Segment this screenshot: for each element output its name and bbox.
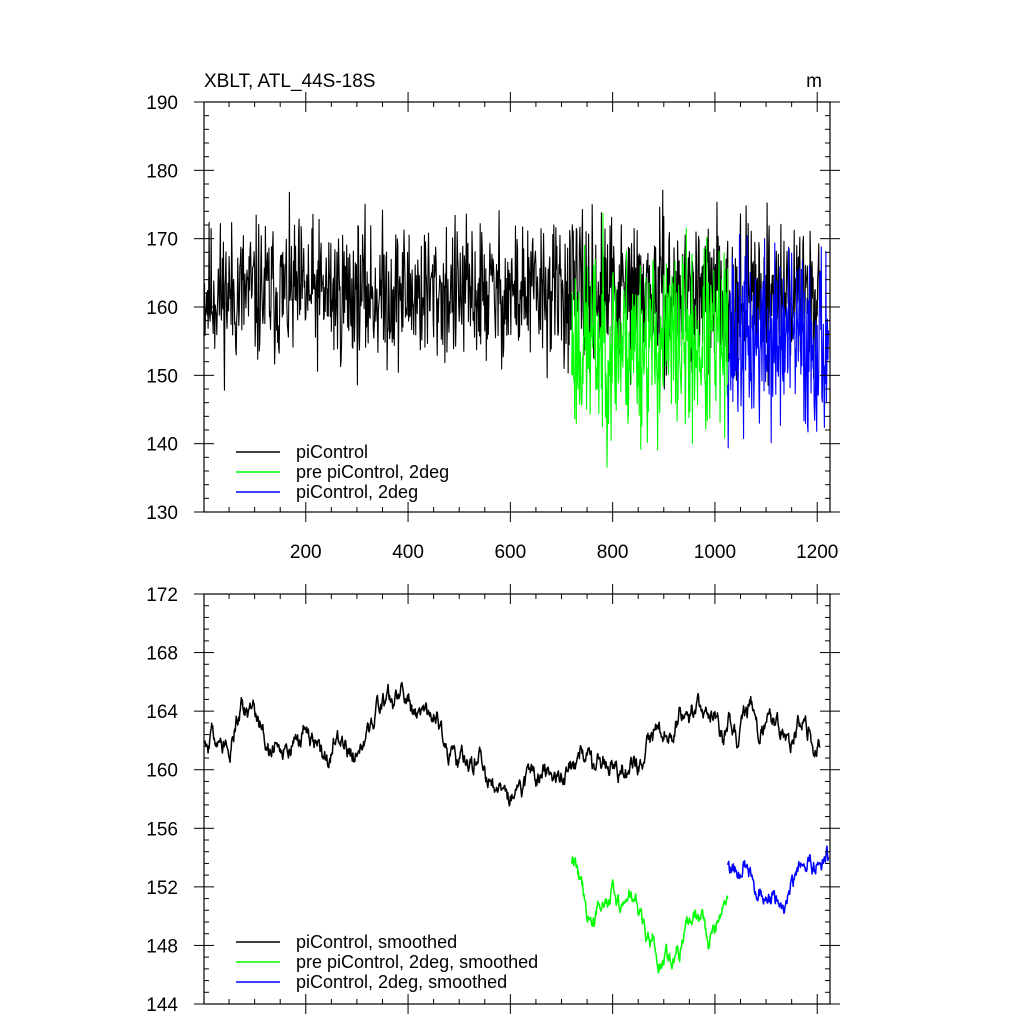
series-line-3 xyxy=(726,845,830,915)
series-line-1 xyxy=(203,681,821,807)
chart-title: XBLT, ATL_44S-18S xyxy=(204,71,375,92)
series-line-2 xyxy=(570,856,729,974)
legend-label: pre piControl, 2deg xyxy=(296,462,449,482)
x-tick-label: 400 xyxy=(392,542,424,563)
x-tick-label: 600 xyxy=(494,542,526,563)
top-plot-area xyxy=(203,189,830,468)
bottom-plot-frame xyxy=(203,593,831,1005)
y-tick-label: 160 xyxy=(146,298,178,319)
top-axis-ticks: 200 400 600 800 1000 1200 130 140 150 160 170 180 19… xyxy=(146,92,840,563)
units-label: m xyxy=(806,71,822,92)
legend-label: piControl, 2deg xyxy=(296,482,418,502)
series-line-2 xyxy=(571,212,729,468)
x-tick-label: 200 xyxy=(290,542,322,563)
panel-bottom-smoothed: 144 148 152 156 160 164 168 172 piControl, smoo… xyxy=(146,584,840,1016)
x-tick-label: 1200 xyxy=(796,542,838,563)
panel-top-xblt: XBLT, ATL_44S-18S m 200 400 600 800 1000 1200… xyxy=(146,71,840,563)
y-tick-label: 172 xyxy=(146,585,178,606)
y-tick-label: 140 xyxy=(146,435,178,456)
y-tick-label: 164 xyxy=(146,702,178,723)
bottom-axis-ticks: 144 148 152 156 160 164 168 172 xyxy=(146,584,840,1016)
y-tick-label: 148 xyxy=(146,936,178,957)
x-tick-label: 1000 xyxy=(694,542,736,563)
bottom-plot-area xyxy=(203,681,830,974)
y-tick-label: 144 xyxy=(146,995,178,1016)
y-tick-label: 150 xyxy=(146,366,178,387)
legend-label: piControl, 2deg, smoothed xyxy=(296,972,507,992)
y-tick-label: 160 xyxy=(146,761,178,782)
y-tick-label: 168 xyxy=(146,644,178,665)
y-tick-label: 190 xyxy=(146,93,178,114)
legend-label: piControl xyxy=(296,442,368,462)
y-tick-label: 156 xyxy=(146,819,178,840)
series-line-1 xyxy=(203,189,821,391)
y-tick-label: 130 xyxy=(146,503,178,524)
legend-label: pre piControl, 2deg, smoothed xyxy=(296,952,538,972)
x-tick-label: 800 xyxy=(597,542,629,563)
y-tick-label: 170 xyxy=(146,230,178,251)
y-tick-label: 180 xyxy=(146,161,178,182)
y-tick-label: 152 xyxy=(146,878,178,899)
series-line-3 xyxy=(727,233,830,449)
legend-label: piControl, smoothed xyxy=(296,932,457,952)
